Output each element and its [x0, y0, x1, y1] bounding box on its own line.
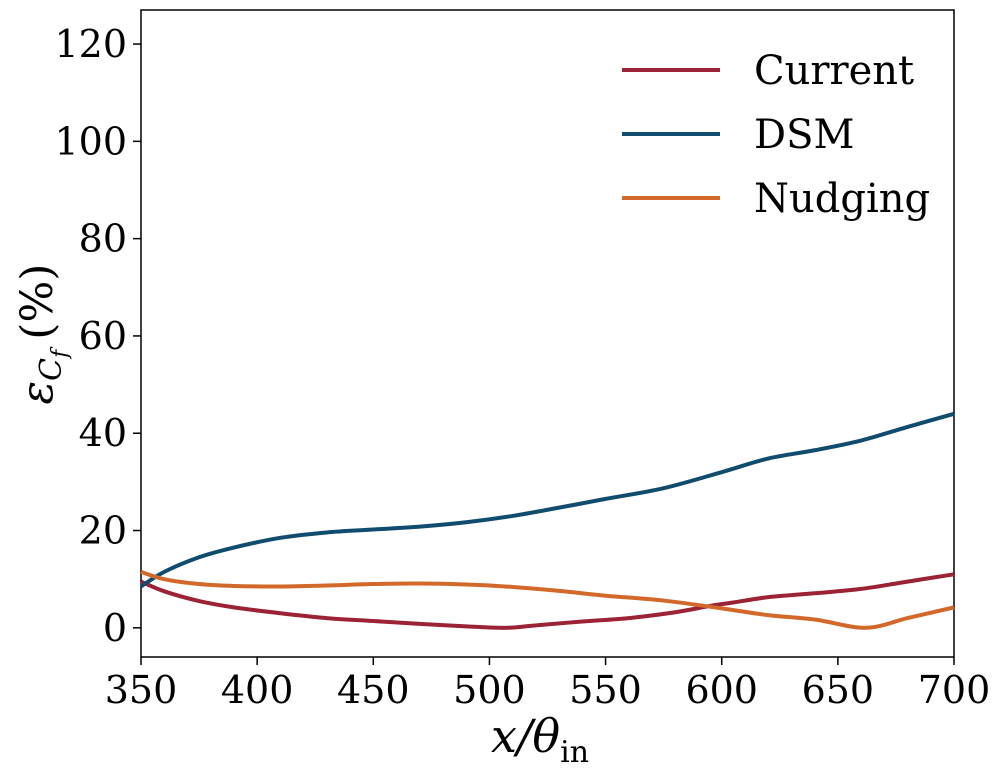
x-tick-label: 700 [918, 668, 991, 712]
x-tick-label: 650 [802, 668, 875, 712]
series-line-nudging [140, 569, 955, 630]
y-tick-label: 120 [54, 22, 127, 66]
x-axis-label-main: x/θ [491, 709, 560, 763]
x-tick-label: 400 [221, 668, 294, 712]
x-tick-label: 450 [337, 668, 410, 712]
y-axis-label-subsub: f [48, 346, 73, 360]
x-axis-label-sub: in [560, 735, 589, 770]
plot-frame [140, 9, 955, 658]
x-tick-label: 550 [569, 668, 642, 712]
x-tick-label: 600 [685, 668, 758, 712]
legend-label-current: Current [754, 48, 914, 94]
y-tick-label: 40 [79, 411, 127, 455]
x-tick-label: 350 [105, 668, 178, 712]
y-axis-label-main: ε [12, 381, 63, 405]
series-line-current [140, 572, 955, 630]
legend-label-nudging: Nudging [754, 176, 930, 222]
y-tick-label: 20 [79, 509, 127, 553]
series-group [139, 411, 955, 630]
axis-ticks: 350 400 450 500 550 600 650 700 0 20 40 60 80 100 120 [54, 22, 990, 712]
y-tick-label: 0 [103, 606, 127, 650]
y-tick-label: 80 [79, 217, 127, 261]
y-axis-label-sub: C [34, 358, 69, 381]
x-tick-label: 500 [453, 668, 526, 712]
x-axis-label: x/θin [491, 709, 589, 770]
y-axis-label: εCf (%) [12, 264, 73, 405]
y-tick-label: 60 [79, 314, 127, 358]
y-axis-label-unit: (%) [12, 264, 63, 340]
legend-label-dsm: DSM [754, 112, 854, 158]
legend: Current DSM Nudging [622, 48, 930, 222]
y-tick-label: 100 [54, 119, 127, 163]
series-line-dsm [139, 411, 955, 589]
